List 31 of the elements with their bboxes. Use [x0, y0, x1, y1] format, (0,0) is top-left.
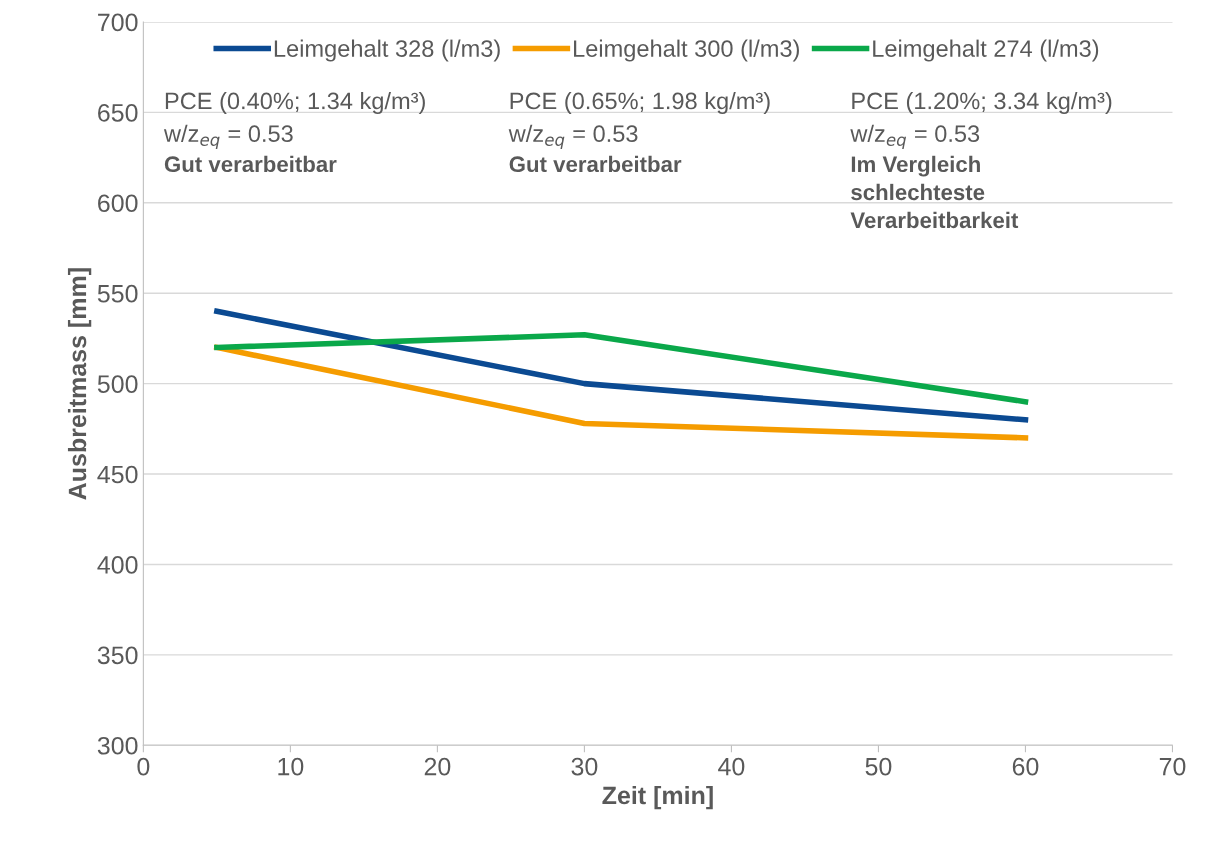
x-tick-label: 0	[137, 757, 150, 776]
x-tick-label: 20	[424, 757, 451, 776]
legend-label: Leimgehalt 300 (l/m3)	[574, 39, 799, 62]
y-tick-label: 500	[97, 375, 138, 393]
x-axis-title: Zeit [min]	[602, 785, 713, 810]
y-tick-label: 600	[98, 194, 138, 213]
y-axis-title: Ausbreitmass [mm]	[67, 268, 92, 500]
annotation: PCE (0.65%; 1.98 kg/m³)	[510, 91, 770, 114]
annotation: Gut verarbeitbar	[164, 155, 337, 173]
annotation: Im Vergleich schlechteste Verarbeitbarkeit	[850, 155, 1019, 229]
y-tick-label: 700	[98, 13, 138, 32]
legend-label: Leimgehalt 274 (l/m3)	[873, 39, 1099, 62]
annotation: PCE (0.40%; 1.34 kg/m³)	[165, 91, 425, 114]
y-tick-label: 650	[98, 103, 138, 122]
x-tick-label: 70	[1159, 757, 1186, 776]
x-tick-label: 60	[1012, 757, 1039, 776]
x-tick-label: 50	[865, 757, 892, 776]
y-tick-label: 450	[97, 465, 138, 484]
x-tick-label: 10	[278, 757, 304, 776]
legend-label: Leimgehalt 328 (l/m3)	[274, 39, 500, 62]
annotation: Gut verarbeitbar	[509, 155, 682, 173]
x-tick-label: 30	[571, 757, 598, 776]
annotation: w/z$_{eq}$ = 0.53	[163, 124, 293, 150]
y-tick-label: 400	[97, 556, 138, 574]
annotation: w/z$_{eq}$ = 0.53	[508, 124, 638, 150]
annotation: w/z$_{eq}$ = 0.53	[850, 124, 980, 150]
annotation: PCE (1.20%; 3.34 kg/m³)	[852, 91, 1112, 114]
y-tick-label: 300	[97, 736, 138, 755]
x-tick-label: 40	[718, 757, 745, 776]
y-tick-label: 550	[97, 284, 138, 303]
y-tick-label: 350	[97, 646, 138, 665]
